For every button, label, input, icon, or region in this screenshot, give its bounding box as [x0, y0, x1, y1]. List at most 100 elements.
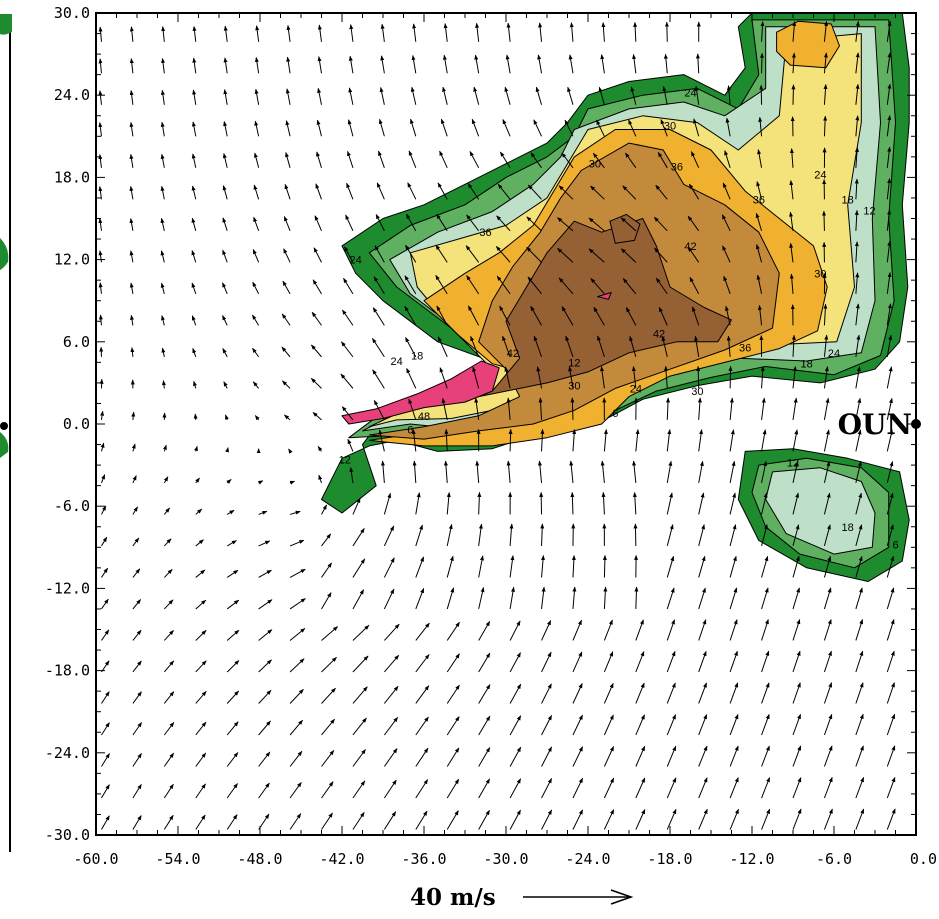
wind-vector: [542, 810, 552, 830]
wind-vector: [223, 218, 227, 231]
wind-vector: [573, 715, 583, 735]
wind-vector: [824, 651, 831, 672]
wind-vector: [224, 382, 227, 389]
wind-vector: [571, 23, 573, 42]
wind-vector: [636, 652, 644, 672]
wind-vector: [131, 91, 133, 105]
wind-vector: [252, 315, 258, 325]
contour-label: 30: [664, 120, 676, 132]
wind-vector: [193, 154, 196, 168]
wind-vector: [196, 446, 197, 451]
wind-vector: [132, 348, 133, 357]
wind-vector: [316, 184, 322, 200]
wind-vector: [474, 87, 479, 105]
wind-vector: [698, 366, 699, 388]
wind-vector: [164, 784, 173, 798]
wind-vector: [164, 600, 173, 609]
wind-vector: [542, 684, 552, 704]
wind-vector: [196, 722, 206, 735]
wind-vector: [162, 283, 165, 294]
wind-vector: [314, 248, 322, 263]
contour-label: 30: [814, 268, 826, 280]
wind-vector: [227, 630, 239, 640]
wind-vector: [793, 746, 801, 767]
x-tick-label: -36.0: [401, 850, 446, 868]
wind-vector: [196, 570, 205, 577]
wind-vector: [133, 507, 138, 515]
wind-vector: [416, 686, 429, 704]
wind-vector: [510, 556, 513, 578]
wind-vector: [699, 778, 707, 798]
wind-vector: [259, 630, 272, 641]
wind-vector: [162, 154, 165, 168]
contour-label: 48: [418, 411, 430, 423]
wind-vector: [762, 430, 766, 452]
neighbor-station-marker: [0, 422, 8, 430]
wind-vector: [164, 753, 173, 766]
contour-label: 6: [612, 408, 618, 420]
wind-vector: [730, 525, 735, 546]
wind-vector: [253, 250, 258, 263]
wind-vector: [133, 444, 135, 451]
wind-vector: [384, 493, 390, 514]
wind-vector: [887, 777, 895, 798]
wind-vector: [322, 505, 327, 514]
wind-vector: [162, 251, 165, 263]
wind-vector: [479, 653, 490, 672]
wind-vector: [194, 26, 196, 41]
wind-vector: [510, 524, 512, 546]
wind-vector: [350, 56, 353, 73]
wind-vector: [133, 600, 141, 609]
contour-label: 12: [787, 457, 799, 469]
wind-vector: [887, 651, 894, 672]
wind-vector: [227, 600, 239, 609]
wind-vector: [730, 398, 732, 420]
wind-vector: [666, 54, 668, 73]
wind-vector: [730, 714, 738, 735]
wind-vector: [353, 781, 365, 798]
contour-label: 30: [691, 386, 703, 398]
wind-vector: [887, 683, 894, 704]
wind-vector: [259, 570, 272, 577]
wind-vector: [510, 684, 521, 703]
wind-vector: [793, 778, 801, 799]
wind-vector: [379, 151, 385, 168]
y-tick-label: -30.0: [45, 826, 90, 844]
wind-vector: [322, 750, 334, 766]
wind-vector: [227, 691, 238, 703]
wind-vector: [100, 283, 101, 294]
wind-vector: [346, 215, 353, 231]
wind-vector: [447, 811, 458, 830]
wind-vector: [290, 481, 295, 483]
y-tick-label: 0.0: [63, 415, 90, 433]
wind-vector: [290, 569, 305, 577]
wind-vector: [131, 186, 133, 199]
wind-vector: [542, 715, 552, 735]
wind-vector: [342, 310, 353, 325]
wind-vector: [164, 445, 166, 451]
wind-vector: [667, 809, 676, 829]
wind-vector: [603, 492, 604, 514]
wind-vector: [341, 342, 353, 357]
wind-vector: [384, 749, 397, 767]
wind-vector: [604, 810, 613, 830]
wind-vector: [101, 754, 109, 767]
wind-vector: [507, 55, 510, 73]
wind-vector: [101, 568, 107, 577]
wind-vector: [447, 556, 453, 577]
wind-vector: [253, 348, 259, 357]
wind-vector: [317, 152, 322, 168]
wind-vector: [762, 53, 763, 73]
wind-vector: [730, 493, 735, 514]
contour-label: 36: [753, 194, 765, 206]
wind-vector: [479, 492, 480, 514]
wind-vector: [472, 119, 478, 136]
wind-vector: [636, 683, 644, 703]
wind-vector: [255, 416, 258, 420]
wind-vector: [196, 691, 206, 703]
wind-vector: [699, 398, 701, 420]
wind-vector: [163, 27, 165, 42]
wind-vector: [196, 815, 205, 830]
wind-vector: [162, 186, 165, 199]
wind-vector: [319, 475, 322, 483]
